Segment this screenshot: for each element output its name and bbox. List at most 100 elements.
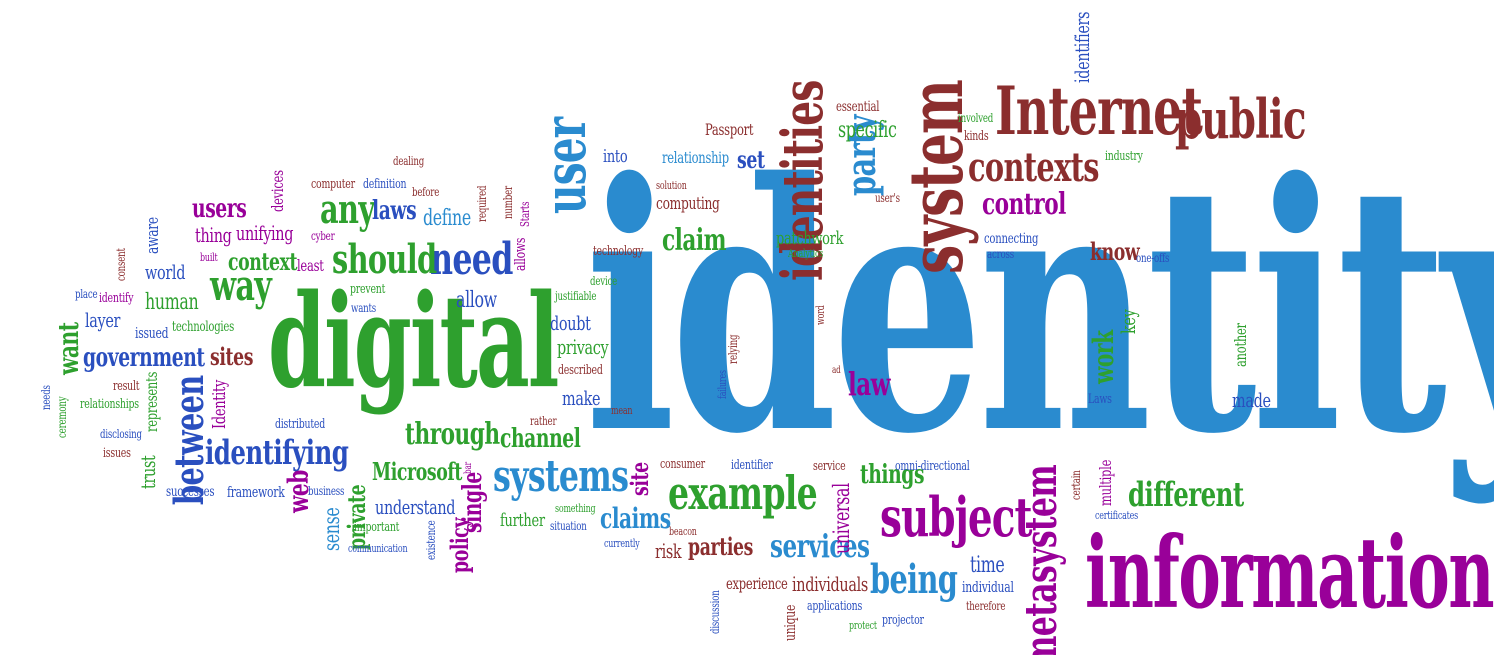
- word-identity: Identity: [209, 379, 230, 429]
- word-define: define: [423, 206, 471, 231]
- word-analytics: Analytics: [788, 247, 824, 260]
- word-computer: computer: [311, 177, 355, 192]
- word-identity: identity: [585, 110, 1494, 509]
- word-unique: unique: [781, 604, 799, 642]
- word-public: public: [1175, 87, 1306, 151]
- word-trust: trust: [136, 454, 160, 489]
- word-failures: failures: [716, 370, 729, 399]
- word-starts: Starts: [518, 201, 532, 228]
- word-ad: ad: [832, 365, 841, 376]
- word-bar: bar: [463, 461, 474, 474]
- word-systems: systems: [493, 451, 629, 502]
- word-context: context: [228, 247, 298, 276]
- word-issues: issues: [103, 446, 131, 461]
- word-information: information: [1085, 516, 1494, 631]
- word-risk: risk: [655, 539, 682, 563]
- word-privacy: privacy: [557, 335, 609, 359]
- word-technology: technology: [593, 244, 644, 259]
- word-industry: industry: [1105, 149, 1143, 164]
- word-solution: solution: [656, 179, 687, 192]
- word-understand: understand: [375, 495, 456, 519]
- word-should: should: [332, 236, 437, 283]
- word-government: government: [83, 343, 205, 373]
- word-certificates: certificates: [1095, 509, 1139, 522]
- word-ceremony: ceremony: [55, 396, 69, 439]
- word-laws: laws: [372, 196, 417, 226]
- word-sites: sites: [210, 342, 254, 371]
- word-issued: issued: [135, 324, 169, 342]
- word-currently: currently: [604, 537, 640, 550]
- word-key: key: [1116, 309, 1140, 335]
- word-into: into: [603, 146, 628, 167]
- word-distributed: distributed: [275, 417, 326, 432]
- word-different: different: [1128, 475, 1244, 515]
- word-services: services: [770, 527, 870, 565]
- word-relationship: relationship: [662, 148, 729, 167]
- word-situation: situation: [550, 519, 587, 533]
- word-required: required: [475, 185, 489, 223]
- word-disclosing: disclosing: [100, 427, 142, 441]
- word-one-offs: one-offs: [1136, 251, 1170, 265]
- word-important: important: [354, 520, 400, 535]
- word-justifiable: justifiable: [555, 289, 597, 303]
- word-individual: individual: [962, 578, 1014, 596]
- word-allows: allows: [511, 237, 529, 272]
- word-device: device: [590, 274, 618, 288]
- word-technologies: technologies: [172, 319, 235, 335]
- word-number: number: [501, 186, 515, 219]
- word-know: know: [1090, 237, 1140, 266]
- word-metasystem: metasystem: [1016, 464, 1067, 655]
- word-private: private: [342, 484, 371, 551]
- word-time: time: [970, 553, 1005, 578]
- word-digital: digital: [268, 267, 559, 417]
- word-essential: essential: [836, 99, 880, 115]
- word-place: place: [75, 287, 98, 301]
- word-experience: experience: [726, 574, 788, 593]
- word-certain: certain: [1069, 469, 1083, 500]
- word-connecting: connecting: [984, 231, 1039, 247]
- word-needs: needs: [39, 384, 53, 410]
- word-allow: allow: [456, 288, 497, 313]
- word-being: being: [870, 556, 958, 603]
- word-doubt: doubt: [550, 311, 591, 335]
- word-want: want: [52, 321, 85, 375]
- word-system: system: [894, 79, 980, 274]
- word-things: things: [860, 460, 925, 490]
- word-work: work: [1087, 329, 1120, 384]
- word-built: built: [200, 251, 218, 264]
- word-claim: claim: [662, 223, 726, 258]
- word-result: result: [113, 379, 140, 394]
- word-aware: aware: [143, 216, 163, 254]
- word-described: described: [558, 363, 603, 378]
- word-communication: communication: [348, 542, 408, 555]
- word-law: law: [848, 365, 890, 403]
- word-microsoft: Microsoft: [372, 457, 463, 486]
- word-individuals: individuals: [792, 572, 868, 596]
- word-business: business: [308, 484, 345, 498]
- word-cyber: cyber: [311, 229, 335, 243]
- word-across: across: [987, 247, 1015, 261]
- word-passport: Passport: [705, 120, 754, 139]
- word-parties: parties: [688, 532, 753, 561]
- word-unifying: unifying: [236, 221, 294, 245]
- word-through: through: [405, 417, 500, 452]
- word-relationships: relationships: [80, 397, 139, 412]
- word-wants: wants: [351, 301, 377, 315]
- word-identifiers: identifiers: [1070, 11, 1094, 84]
- word-control: control: [982, 187, 1066, 222]
- word-word: word: [814, 304, 827, 325]
- word-users: users: [192, 194, 247, 224]
- word-applications: applications: [807, 599, 863, 614]
- word-computing: computing: [656, 194, 720, 214]
- word-identifier: identifier: [731, 458, 773, 473]
- word-patchwork: patchwork: [776, 228, 844, 249]
- word-least: least: [297, 256, 324, 275]
- word-successes: successes: [166, 484, 215, 500]
- word-definition: definition: [363, 177, 407, 192]
- word-service: service: [813, 459, 846, 474]
- word-existence: existence: [424, 519, 438, 560]
- word-rather: rather: [530, 414, 557, 428]
- word-internet: Internet: [995, 72, 1203, 150]
- word-multiple: multiple: [1096, 459, 1115, 507]
